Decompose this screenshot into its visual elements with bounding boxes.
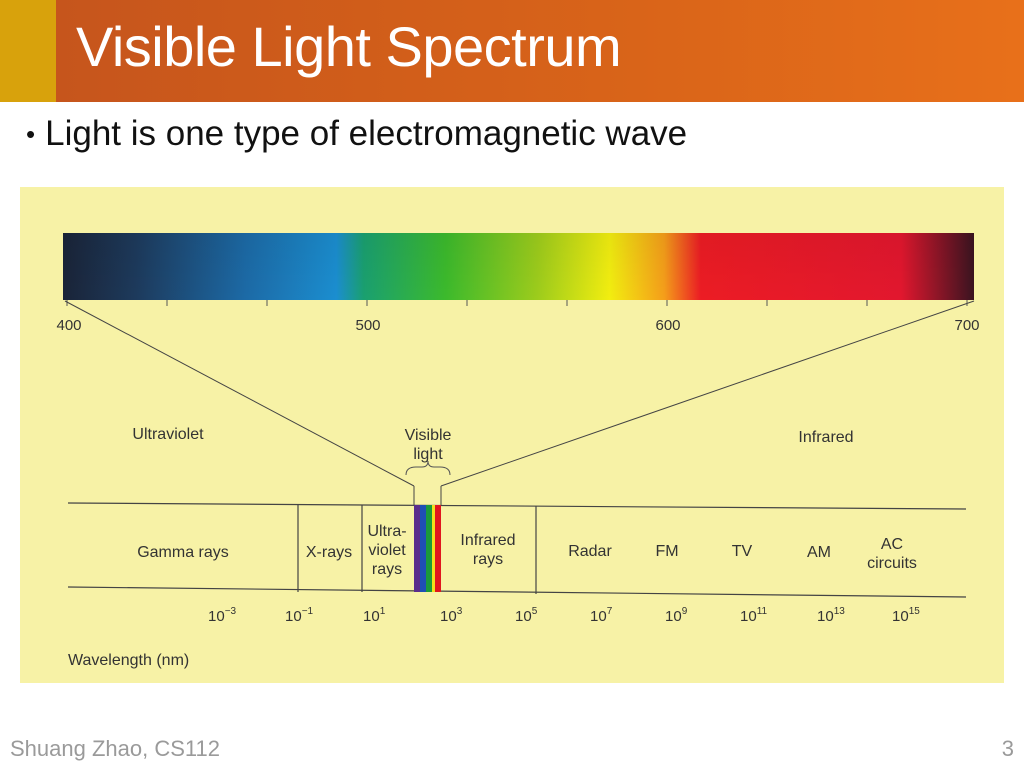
wavelength-tick-label: 109 [665,606,688,625]
wavelength-tick-label: 10−3 [208,606,237,625]
band-label: circuits [867,555,917,572]
wavelength-tick-label: 101 [363,606,386,625]
spectrum-tick-label: 400 [56,317,81,334]
wavelength-tick-label: 1011 [740,606,768,625]
wavelength-tick-label: 107 [590,606,613,625]
wavelength-tick-label: 10−1 [285,606,314,625]
bullet-icon: • [26,118,36,149]
slide-title: Visible Light Spectrum [76,15,622,78]
band-label: AC [881,536,903,553]
band-labels: Gamma rays X-rays Ultra-violet rays Infrared… [137,523,917,578]
spectrum-tick-label: 600 [655,317,680,334]
ultraviolet-label: Ultraviolet [132,426,204,443]
wavelength-tick-label: 105 [515,606,538,625]
em-spectrum-figure: 400 500 600 700 Ultraviolet Visible light I… [20,187,1004,683]
infrared-label: Infrared [798,429,853,446]
wavelength-tick-label: 1013 [817,606,845,625]
band-label: Gamma rays [137,544,229,561]
spectrum-tick-label: 500 [355,317,380,334]
spectrum-tick-label: 700 [954,317,979,334]
visible-spectrum-bar [63,233,974,300]
band-label: violet [368,542,406,559]
wavelength-tick-label: 103 [440,606,463,625]
footer-author: Shuang Zhao, CS112 [10,736,220,761]
spectrum-diagram: 400 500 600 700 Ultraviolet Visible light I… [56,233,980,669]
visible-light-label-line1: Visible [405,427,452,444]
wavelength-tick-labels: 10−3 10−1 101 103 105 107 109 1011 1013 1015 [208,606,920,625]
visible-brace [405,460,451,476]
spectrum-tick-labels: 400 500 600 700 [56,317,979,334]
band-label: rays [372,561,402,578]
band-label: FM [655,543,678,560]
band-label: rays [473,551,503,568]
em-band-table [67,502,967,598]
band-label: X-rays [306,544,352,561]
header-accent-bar [0,0,56,102]
wavelength-axis-label: Wavelength (nm) [68,652,189,669]
bullet-text: Light is one type of electromagnetic wav… [45,114,688,153]
band-label: TV [732,543,753,560]
page-number: 3 [1001,736,1014,761]
visible-band-stripes [414,505,441,592]
wavelength-tick-label: 1015 [892,606,920,625]
header-bar [56,0,1024,102]
bullet-point: • Light is one type of electromagnetic w… [26,114,687,154]
band-label: AM [807,544,831,561]
band-label: Infrared [460,532,515,549]
zoom-lines [64,300,975,505]
visible-light-label-line2: light [413,446,443,463]
spectrum-minor-ticks [66,300,968,306]
band-label: Ultra- [367,523,406,540]
band-label: Radar [568,543,612,560]
